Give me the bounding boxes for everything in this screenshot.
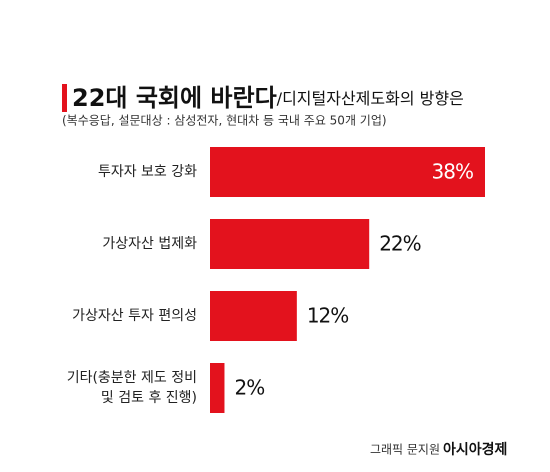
value-label: 2%	[234, 376, 264, 400]
chart-subtitle: /디지털자산제도화의 방향은	[277, 89, 464, 108]
bar	[210, 291, 297, 341]
value-label: 22%	[379, 232, 420, 256]
category-label: 가상자산 투자 편의성	[72, 308, 197, 324]
value-label: 12%	[307, 304, 348, 328]
title-main: 22대 국회에 바란다	[72, 84, 277, 112]
category-label: 가상자산 법제화	[102, 236, 197, 252]
category-label: 기타(충분한 제도 정비 및 검토 후 진행)	[66, 370, 197, 406]
bar	[210, 147, 485, 197]
credit: 그래픽 문지원	[370, 443, 440, 457]
source: 아시아경제	[443, 441, 507, 458]
chart-title: 22대 국회에 바란다/디지털자산제도화의 방향은	[72, 84, 464, 112]
title-accent	[62, 84, 67, 112]
bar	[210, 219, 370, 269]
chart-note: (복수응답, 설문대상 : 삼성전자, 현대차 등 국내 주요 50개 기업)	[62, 114, 387, 128]
category-label: 투자자 보호 강화	[97, 164, 197, 180]
value-label: 38%	[432, 160, 473, 184]
bar	[210, 363, 225, 413]
